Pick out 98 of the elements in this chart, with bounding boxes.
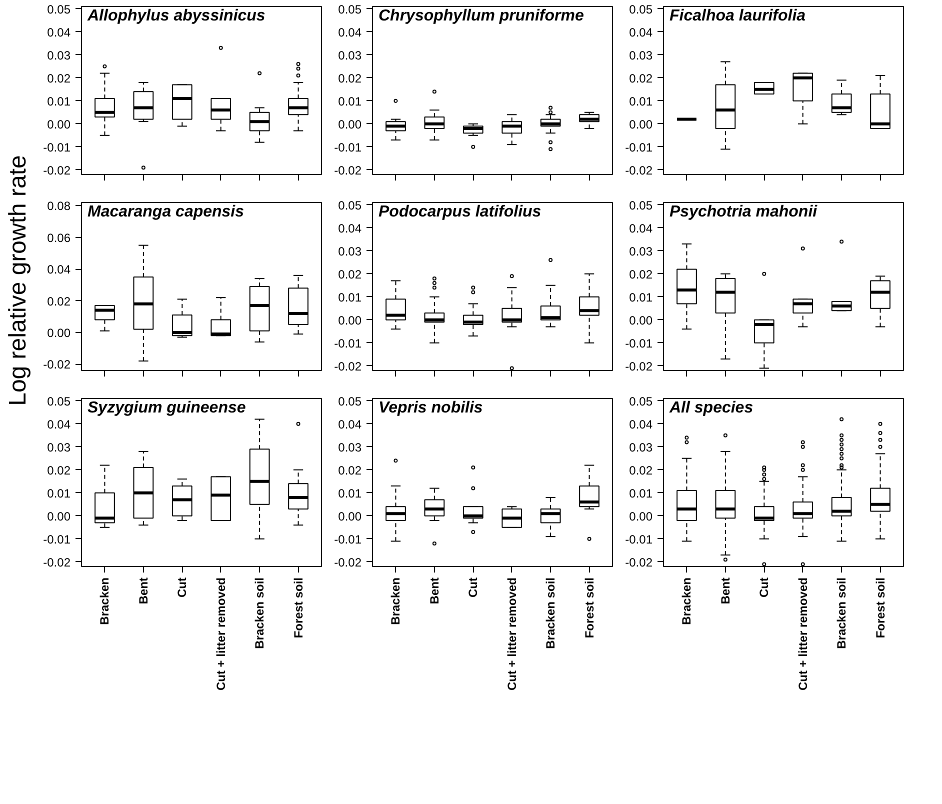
- y-tick-label: 0.04: [338, 25, 362, 40]
- y-tick-label: -0.02: [625, 359, 653, 374]
- y-tick-label: 0.04: [47, 262, 71, 277]
- y-tick-label: 0.01: [629, 94, 653, 108]
- y-tick-label: -0.01: [625, 532, 653, 546]
- y-tick-label: 0.04: [47, 25, 71, 40]
- y-tick-label: 0.03: [338, 48, 362, 62]
- y-tick-label: -0.02: [43, 163, 71, 178]
- y-tick-label: -0.02: [625, 163, 653, 178]
- y-tick-label: 0.01: [47, 486, 71, 500]
- chart-title: Chrysophyllum pruniforme: [378, 8, 584, 24]
- y-tick-label: -0.01: [334, 140, 362, 154]
- y-tick-label: 0.08: [47, 199, 71, 214]
- y-tick-label: -0.01: [625, 336, 653, 350]
- y-tick-label: 0.02: [47, 463, 71, 478]
- y-tick-label: 0.06: [47, 230, 71, 245]
- y-tick-label: 0.05: [47, 394, 71, 408]
- y-tick-label: 0.05: [629, 394, 653, 408]
- y-tick-label: -0.01: [625, 140, 653, 154]
- x-tick-label: Bracken: [98, 577, 112, 625]
- y-tick-label: -0.01: [334, 336, 362, 350]
- x-tick-label: Cut + litter removed: [504, 577, 519, 691]
- x-tick-label: Cut + litter removed: [214, 577, 228, 691]
- y-tick-label: -0.02: [625, 555, 653, 570]
- y-tick-label: 0.00: [47, 117, 71, 132]
- x-tick-label: Bracken soil: [834, 577, 849, 649]
- y-tick-label: 0.05: [338, 198, 362, 212]
- chart-title: Podocarpus latifolius: [378, 204, 542, 220]
- x-tick-label: Bent: [136, 577, 150, 604]
- y-tick-label: 0.05: [47, 2, 71, 16]
- y-tick-label: 0.00: [47, 326, 71, 340]
- chart-title: Ficalhoa laurifolia: [670, 8, 806, 24]
- y-tick-label: 0.02: [47, 71, 71, 86]
- y-tick-label: 0.01: [338, 94, 362, 108]
- y-tick-label: -0.02: [334, 163, 362, 178]
- x-tick-label: Cut: [466, 577, 480, 598]
- chart-title: Allophylus abyssinicus: [86, 8, 266, 24]
- chart-title: Psychotria mahonii: [670, 204, 818, 220]
- x-tick-label: Forest soil: [291, 577, 306, 638]
- y-tick-label: 0.01: [338, 486, 362, 500]
- y-tick-label: -0.01: [43, 140, 71, 154]
- x-tick-label: Forest soil: [873, 577, 888, 638]
- y-tick-label: 0.05: [629, 2, 653, 16]
- y-tick-label: 0.02: [629, 71, 653, 86]
- y-tick-label: 0.05: [629, 198, 653, 212]
- y-tick-label: 0.01: [629, 290, 653, 304]
- y-tick-label: 0.03: [338, 244, 362, 258]
- y-tick-label: 0.03: [629, 440, 653, 454]
- chart-title: Macaranga capensis: [88, 204, 244, 220]
- y-tick-label: -0.01: [334, 532, 362, 546]
- y-tick-label: 0.03: [338, 440, 362, 454]
- y-tick-label: 0.04: [338, 417, 362, 432]
- x-tick-label: Forest soil: [582, 577, 596, 638]
- y-tick-label: -0.01: [43, 532, 71, 546]
- y-tick-label: -0.02: [334, 555, 362, 570]
- y-axis-title: Log relative growth rate: [4, 155, 32, 406]
- y-tick-label: 0.03: [47, 440, 71, 454]
- y-tick-label: 0.01: [629, 486, 653, 500]
- y-tick-label: 0.00: [338, 509, 362, 524]
- y-tick-label: 0.05: [338, 394, 362, 408]
- y-tick-label: 0.02: [629, 463, 653, 478]
- y-tick-label: 0.03: [629, 244, 653, 258]
- y-tick-label: -0.02: [43, 358, 71, 372]
- y-tick-label: 0.02: [338, 267, 362, 282]
- x-tick-label: Cut: [175, 577, 190, 598]
- y-tick-label: 0.01: [338, 290, 362, 304]
- y-tick-label: -0.02: [334, 359, 362, 374]
- y-tick-label: 0.00: [47, 509, 71, 524]
- y-tick-label: 0.02: [338, 71, 362, 86]
- x-tick-label: Cut + litter removed: [796, 577, 810, 691]
- x-tick-label: Bent: [427, 577, 442, 604]
- x-tick-label: Bracken soil: [252, 577, 267, 649]
- y-tick-label: 0.02: [338, 463, 362, 478]
- y-tick-label: 0.03: [629, 48, 653, 62]
- y-tick-label: 0.04: [629, 221, 653, 236]
- y-tick-label: 0.00: [629, 313, 653, 328]
- y-tick-label: 0.02: [47, 294, 71, 308]
- chart-title: Syzygium guineense: [88, 400, 246, 416]
- y-tick-label: 0.04: [629, 417, 653, 432]
- y-tick-label: 0.02: [629, 267, 653, 282]
- x-tick-label: Bracken soil: [544, 577, 558, 649]
- y-tick-label: 0.00: [338, 117, 362, 132]
- y-tick-label: 0.04: [338, 221, 362, 236]
- x-tick-label: Bracken: [388, 577, 403, 625]
- x-tick-label: Cut: [757, 577, 772, 598]
- y-tick-label: 0.00: [629, 117, 653, 132]
- y-tick-label: 0.00: [629, 509, 653, 524]
- y-tick-label: 0.03: [47, 48, 71, 62]
- y-tick-label: 0.00: [338, 313, 362, 328]
- y-tick-label: 0.04: [629, 25, 653, 40]
- x-tick-label: Bent: [718, 577, 732, 604]
- chart-title: All species: [668, 400, 754, 416]
- y-tick-label: 0.05: [338, 2, 362, 16]
- y-tick-label: 0.01: [47, 94, 71, 108]
- y-tick-label: 0.04: [47, 417, 71, 432]
- chart-title: Vepris nobilis: [378, 400, 483, 416]
- x-tick-label: Bracken: [680, 577, 694, 625]
- y-tick-label: -0.02: [43, 555, 71, 570]
